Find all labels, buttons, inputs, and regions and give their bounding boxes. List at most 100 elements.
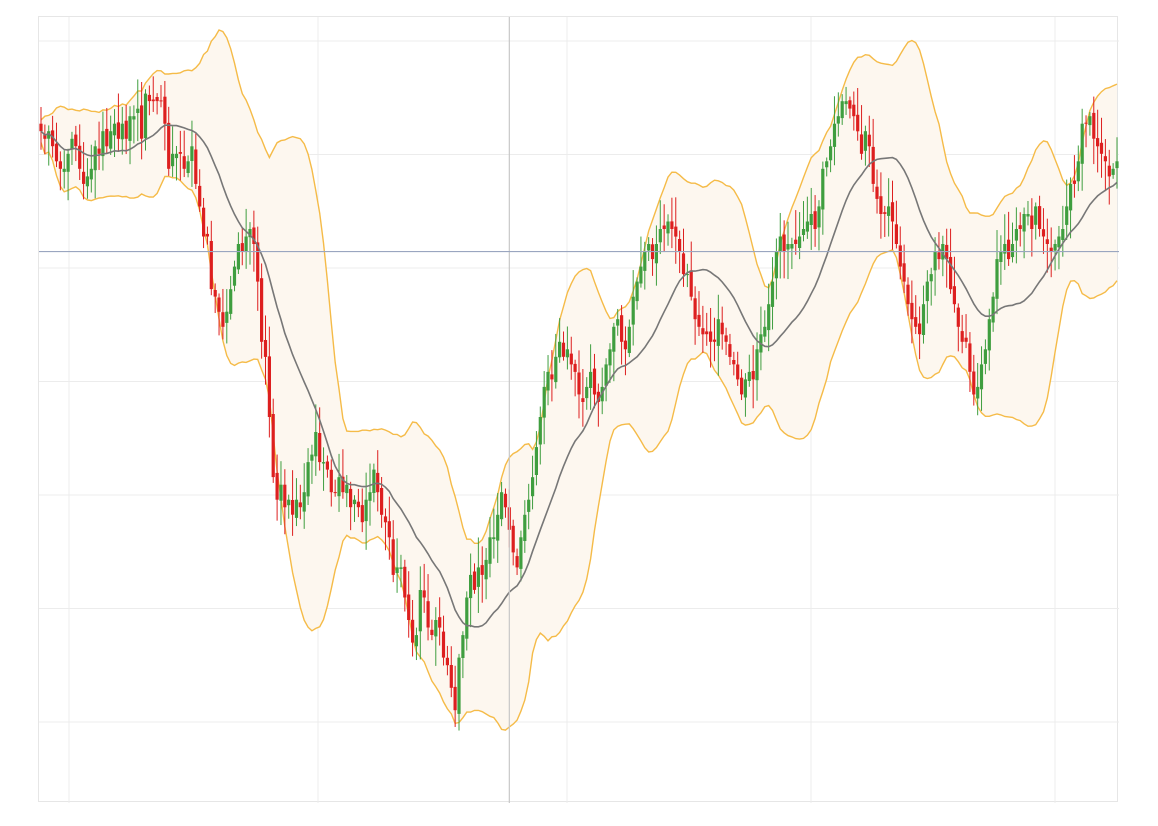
candle-body <box>287 499 291 506</box>
candle-body <box>608 349 612 366</box>
candle-body <box>70 138 74 150</box>
candle-body <box>217 297 221 312</box>
candle-body <box>949 257 953 290</box>
candle-body <box>480 565 484 575</box>
candle-body <box>1096 138 1100 147</box>
candle-body <box>565 349 569 358</box>
candle-body <box>1041 229 1046 237</box>
candle-body <box>380 488 384 515</box>
candle-body <box>128 116 132 141</box>
candle-body <box>1038 206 1042 229</box>
candle-body <box>918 323 922 335</box>
candle-body <box>995 259 999 299</box>
candle-body <box>1092 112 1096 139</box>
candle-body <box>105 128 109 147</box>
middle-band-line <box>40 124 1118 628</box>
candle-body <box>43 134 47 139</box>
candle-body <box>778 236 782 251</box>
candle-body <box>546 371 550 391</box>
candle-body <box>925 281 929 302</box>
candle-body <box>112 123 117 136</box>
candle-body <box>209 241 213 290</box>
candle-body <box>163 96 167 124</box>
candle-body <box>709 331 713 342</box>
candle-body <box>639 266 643 284</box>
candle-body <box>190 146 194 161</box>
candle-body <box>329 469 333 493</box>
candle-body <box>554 356 558 383</box>
candle-body <box>724 335 728 342</box>
candle-body <box>120 123 124 140</box>
candle-body <box>755 349 759 381</box>
candle-body <box>256 242 260 282</box>
candle-body <box>697 314 701 327</box>
candle-body <box>202 207 206 237</box>
candle-body <box>616 319 620 326</box>
candle-body <box>449 665 453 688</box>
candle-body <box>879 196 883 214</box>
candlestick-chart <box>39 17 1119 803</box>
candle-body <box>476 567 480 587</box>
candle-body <box>1084 122 1088 124</box>
candle-body <box>1030 215 1034 229</box>
candle-body <box>54 143 59 162</box>
candle-body <box>902 263 906 282</box>
candle-body <box>411 619 415 643</box>
candle-body <box>124 120 128 139</box>
candle-body <box>472 571 477 590</box>
candle-body <box>391 539 395 575</box>
candle-body <box>461 635 465 658</box>
candle-body <box>213 290 217 297</box>
candle-body <box>182 156 186 169</box>
candle-body <box>1115 161 1119 169</box>
candle-body <box>712 339 717 342</box>
candle-body <box>743 379 747 398</box>
candle-body <box>527 499 531 512</box>
candle-body <box>887 206 891 216</box>
candle-body <box>318 433 322 463</box>
candle-body <box>294 499 299 518</box>
candle-body <box>515 556 519 568</box>
candle-body <box>465 597 469 639</box>
candle-body <box>538 417 542 445</box>
candle-body <box>658 229 662 243</box>
candle-body <box>1088 116 1092 126</box>
candle-body <box>798 236 802 248</box>
candle-body <box>511 525 515 553</box>
candle-body <box>829 146 833 161</box>
chart-frame <box>38 16 1119 803</box>
candle-body <box>101 131 105 157</box>
candle-body <box>310 454 314 461</box>
candle-body <box>116 122 120 139</box>
candle-body <box>1065 206 1069 225</box>
candle-body <box>47 131 51 139</box>
candle-body <box>418 590 422 632</box>
candle-body <box>1080 123 1084 164</box>
candle-body <box>349 488 353 508</box>
candle-body <box>832 123 837 147</box>
candle-body <box>890 202 895 222</box>
candle-body <box>801 229 806 235</box>
candle-body <box>314 432 318 457</box>
candle-body <box>229 289 233 314</box>
candle-body <box>964 337 968 342</box>
candle-body <box>283 484 287 508</box>
candle-body <box>856 114 860 132</box>
candle-body <box>1007 239 1011 260</box>
candle-body <box>883 212 887 214</box>
candle-body <box>1003 244 1007 254</box>
candle-body <box>151 99 155 102</box>
candle-body <box>1010 244 1015 258</box>
candle-body <box>383 516 388 523</box>
candle-body <box>550 374 554 380</box>
candle-body <box>705 331 709 335</box>
candle-body <box>859 134 864 154</box>
candle-body <box>573 363 577 372</box>
candle-body <box>399 567 403 569</box>
candle-body <box>774 251 778 279</box>
candle-body <box>840 101 844 119</box>
candle-body <box>921 304 926 335</box>
candle-body <box>484 559 488 580</box>
candle-body <box>786 244 790 250</box>
candle-body <box>1018 225 1022 229</box>
